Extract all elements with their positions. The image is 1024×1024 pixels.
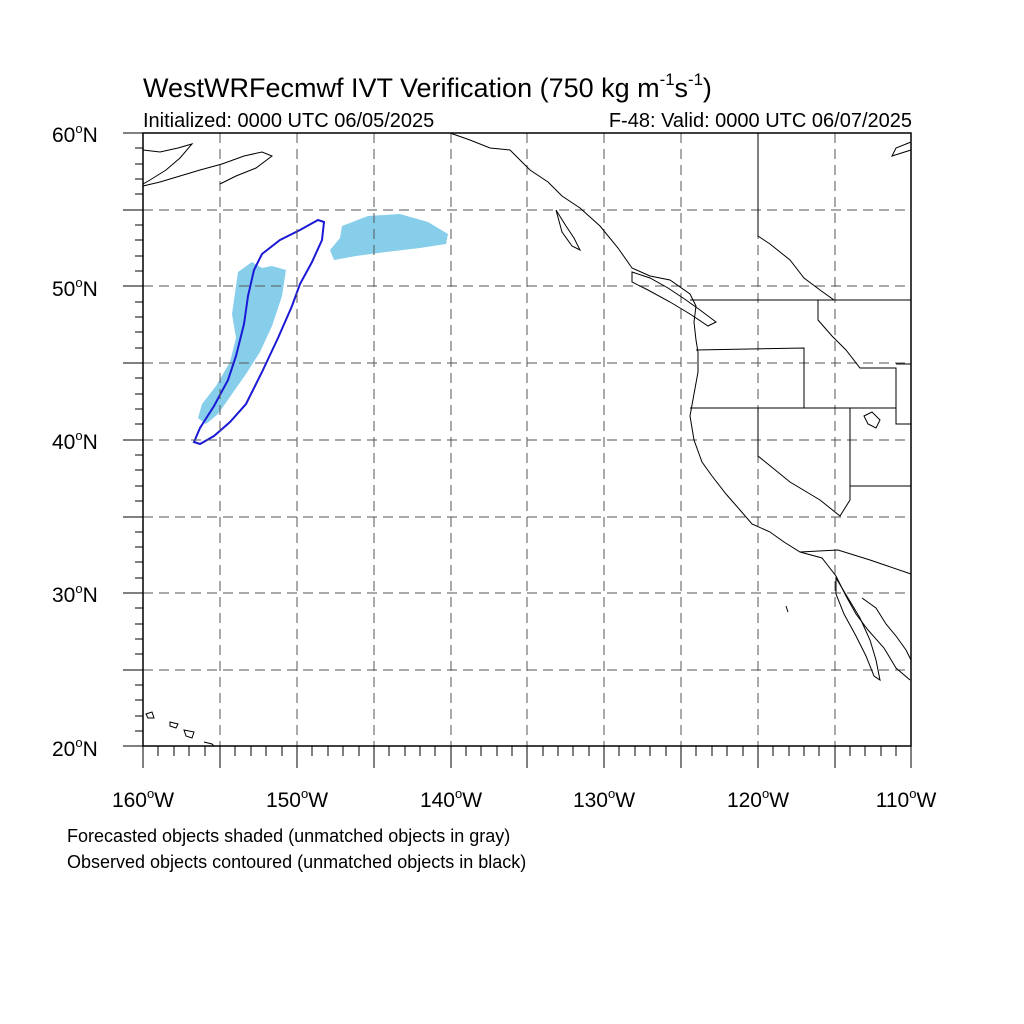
note-forecast: Forecasted objects shaded (unmatched obj… (67, 826, 511, 846)
x-label-140w: 140oW (419, 786, 483, 812)
gridlines (143, 133, 911, 746)
map-title: WestWRFecmwf IVT Verification (750 kg m-… (143, 70, 712, 103)
x-label-110w: 110oW (875, 786, 937, 812)
x-label-160w: 160oW (111, 786, 175, 812)
note-observed: Observed objects contoured (unmatched ob… (67, 852, 527, 872)
forecast-object-2 (330, 214, 448, 260)
x-label-130w: 130oW (572, 786, 636, 812)
y-label-30n: 30oN (52, 581, 98, 607)
state-borders (690, 133, 912, 575)
y-label-40n: 40oN (52, 428, 98, 454)
y-label-50n: 50oN (52, 275, 98, 301)
valid-time: F-48: Valid: 0000 UTC 06/07/2025 (608, 110, 912, 132)
tick-marks (123, 132, 912, 768)
observed-contour (192, 218, 326, 446)
y-label-60n: 60oN (52, 121, 98, 147)
forecast-object-1 (198, 262, 286, 424)
x-label-150w: 150oW (265, 786, 329, 812)
coastlines (142, 132, 912, 747)
initialized-time: Initialized: 0000 UTC 06/05/2025 (143, 110, 435, 132)
x-label-120w: 120oW (726, 786, 790, 812)
y-label-20n: 20oN (52, 735, 98, 761)
